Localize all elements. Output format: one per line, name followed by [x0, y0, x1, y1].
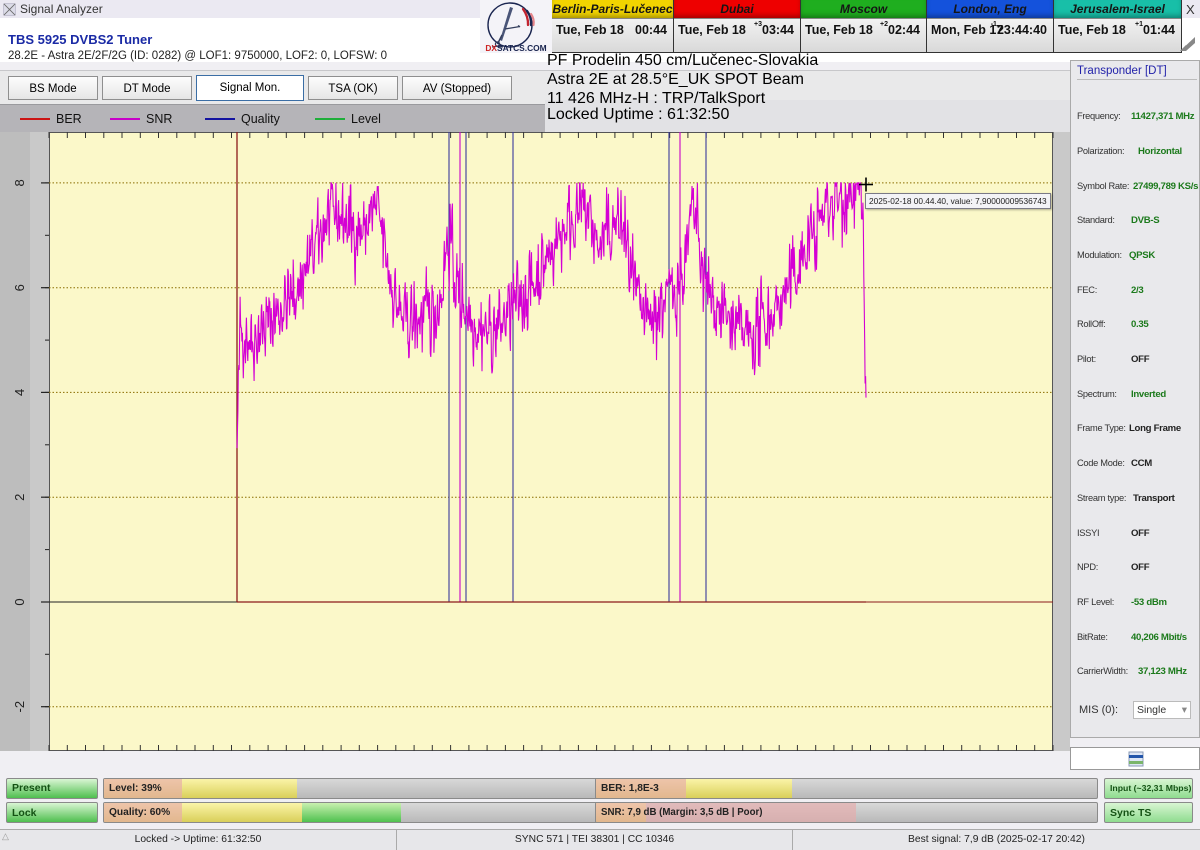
svg-text:-2: -2	[12, 701, 27, 713]
svg-text:Level: Level	[351, 112, 381, 126]
svg-text:8: 8	[12, 179, 27, 186]
svg-text:6: 6	[12, 284, 27, 291]
svg-text:BER: BER	[56, 112, 82, 126]
svg-text:0: 0	[12, 598, 27, 605]
svg-text:Quality: Quality	[241, 112, 281, 126]
svg-text:2: 2	[12, 494, 27, 501]
svg-text:SNR: SNR	[146, 112, 172, 126]
svg-text:4: 4	[12, 389, 27, 396]
svg-text:DXSATCS.COM: DXSATCS.COM	[485, 43, 546, 53]
